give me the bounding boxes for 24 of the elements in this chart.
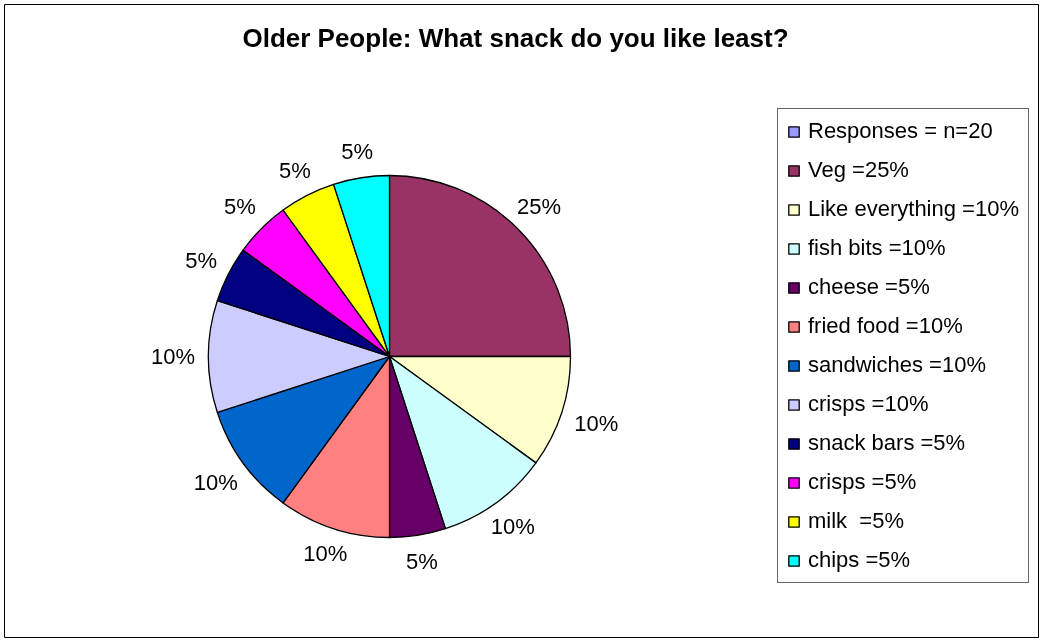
data-label: 10% — [151, 344, 196, 369]
legend-label: crisps =10% — [808, 391, 929, 417]
data-label: 10% — [193, 470, 238, 496]
legend-label: chips =5% — [808, 547, 911, 573]
legend-label: fish bits =10% — [808, 235, 946, 261]
legend-label: crisps =5% — [808, 469, 917, 495]
data-label: 5% — [341, 139, 373, 165]
data-label: 5% — [224, 194, 256, 220]
data-label: 25% — [517, 194, 562, 220]
legend-label: Responses = n=20 — [808, 118, 993, 144]
legend-label: Veg =25% — [808, 157, 909, 183]
legend-label: Like everything =10% — [808, 196, 1019, 222]
data-label: 10% — [303, 541, 348, 567]
legend-label: cheese =5% — [808, 274, 930, 300]
data-label: 5% — [279, 158, 311, 184]
data-label: 5% — [406, 548, 438, 574]
data-label: 5% — [185, 248, 218, 274]
chart-title: Older People: What snack do you like least? — [242, 22, 789, 53]
legend-label: milk =5% — [808, 508, 904, 534]
legend-label: sandwiches =10% — [808, 352, 986, 378]
legend-label: snack bars =5% — [808, 430, 966, 456]
data-label: 10% — [574, 411, 619, 437]
data-label: 10% — [490, 513, 535, 539]
legend-label: fried food =10% — [808, 313, 963, 339]
